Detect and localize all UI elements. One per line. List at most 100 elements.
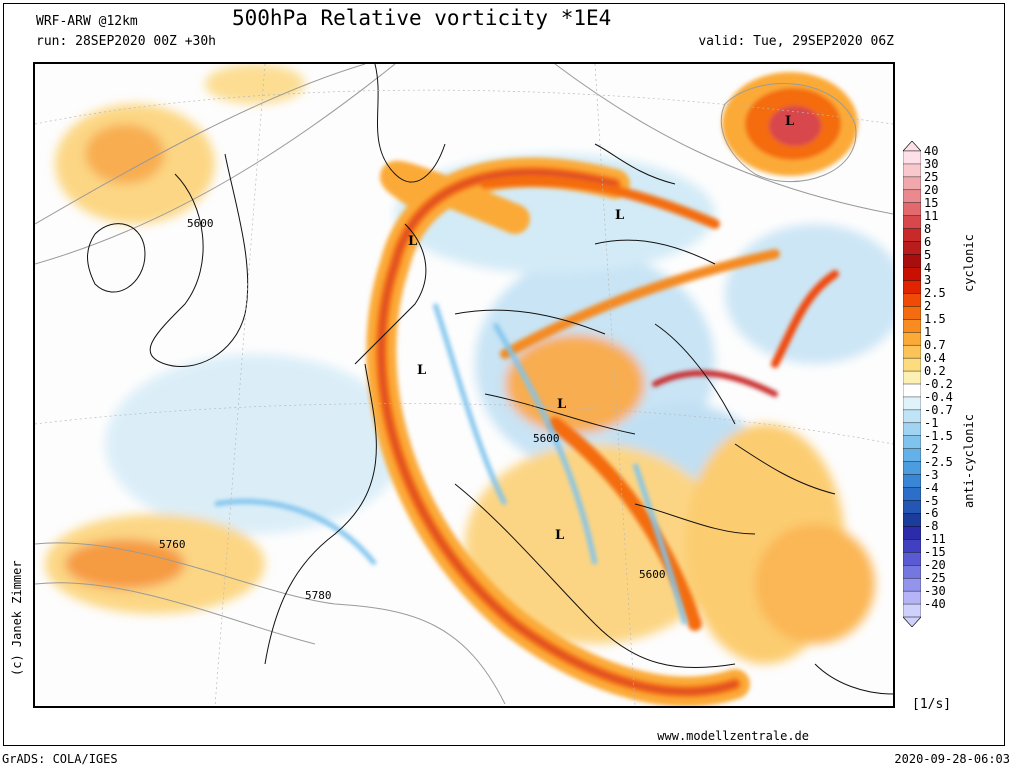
legend-swatch — [903, 344, 921, 359]
legend-level-label: 3 — [924, 273, 932, 288]
low-marker: L — [417, 363, 427, 378]
legend-swatch — [903, 487, 921, 501]
contour-label: 5600 — [533, 432, 560, 445]
legend-level-label: 0.2 — [924, 364, 946, 379]
legend-swatch — [903, 396, 921, 411]
credit-label: (c) Janek Zimmer — [10, 560, 24, 676]
run-label: run: 28SEP2020 00Z +30h — [36, 34, 217, 49]
legend-swatch — [903, 513, 921, 527]
low-marker: L — [557, 397, 567, 412]
contour-label: 5600 — [187, 217, 214, 230]
legend-swatch — [903, 189, 921, 204]
valid-label: valid: Tue, 29SEP2020 06Z — [698, 34, 894, 49]
legend-swatch — [903, 163, 921, 178]
legend-swatch — [903, 319, 921, 333]
legend-level-label: 15 — [924, 195, 939, 210]
low-marker: L — [408, 234, 418, 249]
legend-swatch — [903, 539, 921, 553]
legend-swatch — [903, 215, 921, 230]
legend-level-label: -3 — [924, 467, 939, 482]
legend-level-label: 2 — [924, 299, 932, 314]
legend-level-label: 1.5 — [924, 312, 946, 327]
contour-label: 5600 — [639, 568, 666, 581]
legend-swatch — [903, 577, 921, 592]
legend-swatch — [903, 202, 921, 217]
legend-swatch — [903, 409, 921, 424]
legend-level-label: 11 — [924, 208, 939, 223]
legend-swatch — [903, 603, 921, 618]
legend-level-label: 4 — [924, 260, 932, 275]
legend-swatch — [903, 448, 921, 463]
legend-swatch — [903, 357, 921, 372]
legend-level-label: -40 — [924, 597, 946, 612]
legend-swatch — [903, 254, 921, 269]
website-label: www.modellzentrale.de — [657, 729, 809, 743]
legend-level-label: -0.2 — [924, 377, 953, 391]
model-label: WRF-ARW @12km — [36, 14, 138, 29]
contour-label: 5760 — [159, 538, 186, 551]
plot-frame — [3, 3, 1005, 746]
legend-level-label: 5 — [924, 247, 932, 262]
low-marker: L — [555, 528, 565, 543]
legend-level-label: 0.7 — [924, 338, 946, 353]
anticyclonic-label: anti-cyclonic — [962, 414, 976, 508]
legend-swatch — [903, 293, 921, 307]
legend-level-label: -30 — [924, 584, 946, 599]
timestamp-label: 2020-09-28-06:03 — [894, 752, 1010, 766]
legend-level-label: 25 — [924, 169, 939, 184]
legend-swatch — [903, 370, 921, 385]
legend-bottom-arrow — [903, 616, 921, 627]
legend-level-label: -5 — [924, 493, 939, 508]
legend-level-label: 8 — [924, 221, 932, 236]
cyclonic-label: cyclonic — [962, 234, 976, 292]
legend-level-label: 30 — [924, 156, 939, 171]
legend-level-label: -6 — [924, 506, 939, 521]
legend-level-label: -0.7 — [924, 402, 953, 417]
color-legend — [903, 141, 921, 627]
legend-swatch — [903, 267, 921, 281]
unit-label: [1/s] — [912, 697, 952, 712]
legend-level-label: -25 — [924, 571, 946, 586]
legend-level-label: 6 — [924, 234, 932, 249]
legend-level-label: 2.5 — [924, 286, 946, 301]
legend-swatch — [903, 552, 921, 566]
low-marker: L — [615, 208, 625, 223]
legend-level-label: -1 — [924, 415, 939, 430]
legend-swatch — [903, 474, 921, 489]
legend-level-label: 20 — [924, 182, 939, 197]
legend-level-label: -1.5 — [924, 428, 953, 443]
legend-level-label: -15 — [924, 545, 946, 560]
legend-level-label: 0.4 — [924, 351, 946, 366]
software-label: GrADS: COLA/IGES — [2, 752, 118, 766]
legend-level-label: -20 — [924, 558, 946, 573]
legend-level-label: 1 — [924, 325, 932, 340]
legend-top-arrow — [903, 141, 921, 152]
legend-swatch — [903, 306, 921, 320]
legend-swatch — [903, 422, 921, 437]
vorticity-map: L L L L L L 5600 5600 5600 5760 5780 — [33, 62, 895, 708]
legend-level-label: 40 — [924, 144, 939, 158]
legend-level-label: -11 — [924, 532, 946, 547]
legend-swatch — [903, 280, 921, 294]
legend-swatch — [903, 383, 921, 398]
legend-swatch — [903, 228, 921, 243]
legend-swatch — [903, 150, 921, 165]
legend-swatch — [903, 565, 921, 579]
legend-level-label: -2.5 — [924, 454, 953, 469]
legend-swatch — [903, 590, 921, 605]
legend-swatch — [903, 461, 921, 476]
low-marker: L — [785, 114, 795, 129]
legend-level-label: -4 — [924, 480, 939, 495]
legend-swatch — [903, 241, 921, 256]
legend-swatch — [903, 500, 921, 514]
legend-level-label: -0.4 — [924, 389, 953, 404]
map-field — [35, 64, 893, 706]
legend-swatch — [903, 435, 921, 450]
legend-swatch — [903, 176, 921, 191]
legend-swatch — [903, 526, 921, 540]
legend-level-label: -8 — [924, 519, 939, 534]
contour-label: 5780 — [305, 589, 332, 602]
legend-level-label: -2 — [924, 441, 939, 456]
legend-swatch — [903, 332, 921, 346]
chart-title: 500hPa Relative vorticity *1E4 — [232, 6, 612, 30]
